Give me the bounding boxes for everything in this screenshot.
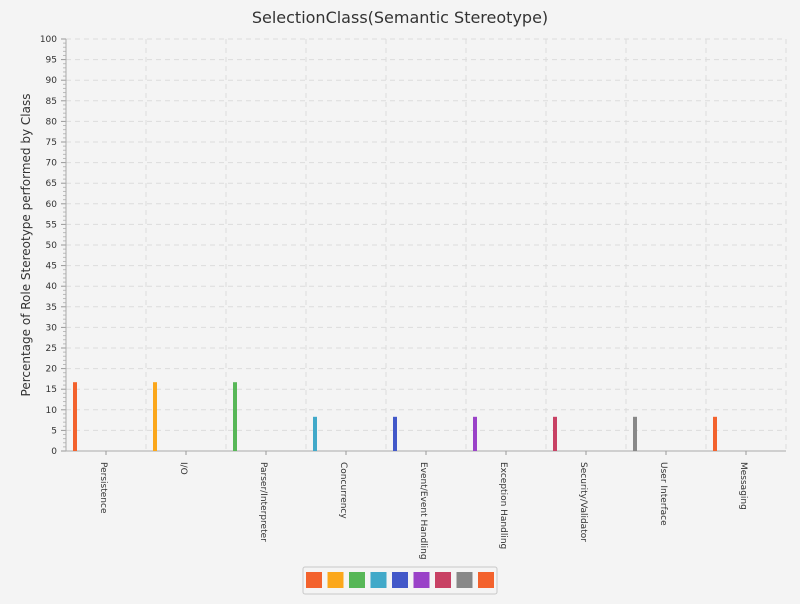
x-tick-label: Messaging <box>738 462 748 510</box>
legend-swatch <box>435 572 451 588</box>
y-tick-label: 45 <box>46 262 57 272</box>
y-tick-label: 35 <box>46 303 57 313</box>
y-tick-label: 30 <box>46 323 58 333</box>
x-tick-label: Event/Event Handling <box>418 462 428 560</box>
x-tick-label: Exception Handling <box>498 462 508 549</box>
y-tick-label: 60 <box>46 200 58 210</box>
y-tick-label: 70 <box>46 159 58 169</box>
y-tick-label: 40 <box>46 282 58 292</box>
y-axis-label: Percentage of Role Stereotype performed … <box>19 94 33 397</box>
bar <box>393 416 397 451</box>
y-tick-label: 0 <box>51 447 57 457</box>
y-tick-label: 10 <box>46 406 58 416</box>
y-tick-label: 15 <box>46 385 57 395</box>
bar <box>713 416 717 451</box>
bars <box>73 382 717 451</box>
axes: 0 5 10 15 20 25 30 35 40 45 50 55 60 65 70 75 80 85 90 95 10… <box>40 35 786 457</box>
y-tick-label: 75 <box>46 138 57 148</box>
bar <box>73 382 77 451</box>
chart-title: SelectionClass(Semantic Stereotype) <box>252 8 548 27</box>
legend-swatch <box>370 572 387 588</box>
bar <box>553 416 557 451</box>
y-tick-label: 80 <box>46 117 58 127</box>
bar <box>313 416 317 451</box>
legend-swatch <box>413 572 430 588</box>
legend <box>302 566 498 595</box>
y-tick-label: 65 <box>46 179 57 189</box>
bar <box>233 382 237 451</box>
x-tick-label: Concurrency <box>338 462 348 519</box>
bar <box>153 382 157 451</box>
y-tick-label: 25 <box>46 344 57 354</box>
bar <box>633 416 637 451</box>
y-tick-label: 55 <box>46 220 57 230</box>
bar <box>473 416 477 451</box>
x-tick-label: Parser/Interpreter <box>258 462 268 542</box>
legend-swatch <box>306 572 322 588</box>
x-tick-label: I/O <box>178 462 188 475</box>
legend-swatch <box>349 572 365 588</box>
y-tick-label: 90 <box>46 76 58 86</box>
y-tick-label: 50 <box>46 241 58 251</box>
y-tick-label: 85 <box>46 97 57 107</box>
legend-swatch <box>327 572 344 588</box>
x-tick-label: Security/Validator <box>578 462 588 542</box>
x-tick-label: User Interface <box>658 462 668 526</box>
y-tick-label: 95 <box>46 56 57 66</box>
x-tick-label: Persistence <box>98 462 108 514</box>
y-tick-label: 5 <box>51 426 57 436</box>
x-tick-labels: Persistence I/O Parser/Interpreter Concurre… <box>98 462 748 560</box>
y-tick-label: 100 <box>40 35 57 45</box>
legend-swatch <box>478 572 494 588</box>
grid-lines <box>66 38 787 451</box>
legend-swatch <box>456 572 473 588</box>
y-tick-label: 20 <box>46 365 58 375</box>
legend-swatch <box>392 572 408 588</box>
